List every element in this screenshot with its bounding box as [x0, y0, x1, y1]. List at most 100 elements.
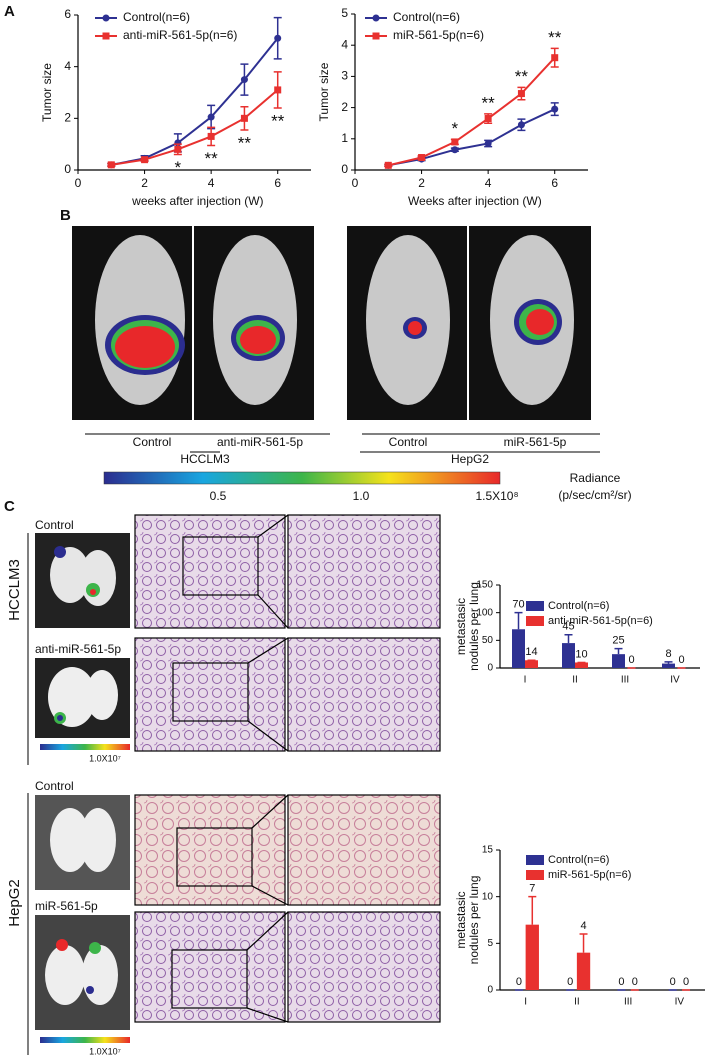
y-tick-label: 5: [487, 938, 493, 949]
significance: **: [238, 133, 252, 152]
marker: [141, 156, 149, 164]
value-label: 25: [612, 635, 624, 647]
y-tick-label: 4: [341, 37, 348, 51]
legend-label: miR-561-5p(n=6): [548, 869, 631, 881]
marker: [384, 161, 392, 169]
value-label: 7: [529, 883, 535, 895]
x-tick-label: II: [572, 675, 578, 686]
x-tick-label: I: [524, 675, 527, 686]
sample-label: Control: [389, 435, 428, 449]
legend-swatch: [526, 616, 544, 626]
panel-label: C: [4, 498, 15, 515]
y-tick-label: 6: [64, 7, 71, 21]
value-label: 0: [628, 654, 634, 666]
legend-marker: [102, 32, 110, 40]
group-label: HepG2: [451, 452, 489, 466]
x-axis-label: Weeks after injection (W): [408, 194, 542, 208]
bar: [575, 662, 588, 668]
marker: [240, 76, 248, 84]
x-tick-label: II: [574, 997, 580, 1008]
y-axis-label: nodules per lung: [467, 876, 481, 965]
marker: [551, 54, 559, 62]
significance: **: [205, 149, 219, 168]
marker: [451, 146, 459, 154]
colorbar-tick: 0.5: [210, 489, 227, 503]
marker: [240, 114, 248, 122]
y-tick-label: 4: [64, 59, 71, 73]
value-label: 0: [683, 976, 689, 988]
y-tick-label: 0: [341, 162, 348, 176]
marker: [517, 90, 525, 98]
y-tick-label: 0: [487, 985, 493, 996]
group-label: HCCLM3: [6, 559, 23, 621]
y-tick-label: 100: [476, 607, 493, 618]
group-label: HCCLM3: [180, 452, 230, 466]
series-line: [388, 56, 556, 167]
marker: [207, 132, 215, 140]
colorbar-tick: 1.5X10⁸: [475, 489, 518, 503]
legend-label: anti-miR-561-5p(n=6): [548, 615, 653, 627]
y-axis-label: Tumor size: [40, 63, 54, 122]
bar: [512, 629, 525, 668]
lung-images: [27, 533, 130, 1055]
y-tick-label: 3: [341, 69, 348, 83]
y-tick-label: 0: [487, 663, 493, 674]
x-axis-label: weeks after injection (W): [131, 194, 263, 208]
colorbar-title: Radiance: [570, 471, 621, 485]
error-bar: [514, 611, 523, 630]
legend-swatch: [526, 601, 544, 611]
marker: [484, 115, 492, 123]
value-label: 70: [512, 599, 524, 611]
x-tick-label: IV: [670, 675, 680, 686]
value-label: 0: [632, 976, 638, 988]
colorbar-tick: 1.0: [353, 489, 370, 503]
series-line: [111, 89, 279, 166]
colorbar-unit: (p/sec/cm²/sr): [558, 488, 631, 502]
sample-label: Control: [35, 518, 74, 532]
sample-label: Control: [35, 779, 74, 793]
sample-label: Control: [133, 435, 172, 449]
marker: [517, 121, 525, 129]
sample-label: anti-miR-561-5p: [217, 435, 303, 449]
bar: [612, 654, 625, 668]
x-tick-label: 2: [141, 176, 148, 190]
value-label: 10: [575, 648, 587, 660]
x-tick-label: 0: [352, 176, 359, 190]
y-axis-label: metastasic: [454, 598, 468, 655]
legend-label: Control(n=6): [123, 10, 190, 24]
sample-label: miR-561-5p: [504, 435, 567, 449]
marker: [551, 105, 559, 113]
sample-label: anti-miR-561-5p: [35, 642, 121, 656]
significance: **: [271, 111, 285, 130]
marker: [484, 139, 492, 147]
error-bar: [664, 661, 673, 664]
x-tick-label: 6: [551, 176, 558, 190]
scale-label: 1.0X10⁷: [89, 1046, 121, 1056]
marker: [451, 138, 459, 146]
y-tick-label: 2: [341, 100, 348, 114]
x-tick-label: 4: [485, 176, 492, 190]
legend-label: anti-miR-561-5p(n=6): [123, 28, 237, 42]
x-tick-label: IV: [675, 997, 685, 1008]
group-label: HepG2: [6, 879, 23, 927]
x-tick-label: III: [621, 675, 629, 686]
panel-label: B: [60, 207, 71, 224]
bar: [525, 660, 538, 668]
value-label: 8: [665, 648, 671, 660]
value-label: 0: [678, 654, 684, 666]
significance: **: [548, 28, 562, 47]
legend-label: miR-561-5p(n=6): [393, 28, 484, 42]
significance: *: [452, 119, 459, 138]
legend-marker: [102, 14, 110, 22]
marker: [274, 34, 282, 42]
bar: [662, 663, 675, 668]
bar: [576, 952, 591, 990]
y-tick-label: 150: [476, 580, 493, 591]
value-label: 0: [516, 976, 522, 988]
y-tick-label: 2: [64, 111, 71, 125]
series-line: [388, 108, 556, 167]
significance: **: [515, 67, 529, 86]
bar: [562, 643, 575, 668]
y-tick-label: 1: [341, 131, 348, 145]
y-tick-label: 15: [482, 845, 494, 856]
